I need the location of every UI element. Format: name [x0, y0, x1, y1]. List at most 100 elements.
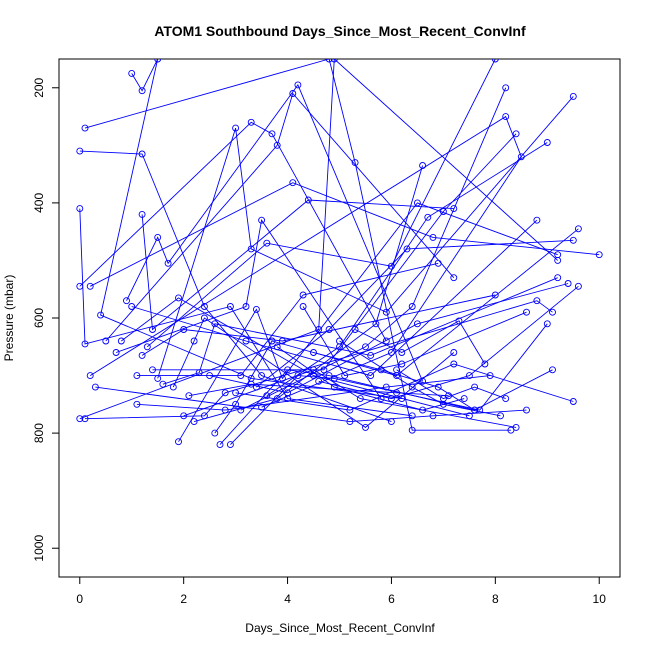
data-point — [180, 412, 188, 420]
data-point — [81, 124, 89, 132]
data-point — [419, 406, 427, 414]
series-42 — [393, 366, 510, 403]
data-point — [554, 274, 562, 282]
x-axis: 0 2 4 6 8 10 — [76, 576, 606, 606]
data-point — [226, 303, 234, 310]
y-tick-label: 800 — [32, 423, 46, 443]
y-tick-label: 600 — [32, 308, 46, 328]
data-point — [512, 130, 520, 138]
data-point — [403, 245, 411, 253]
data-point — [330, 374, 338, 382]
data-point — [237, 372, 245, 380]
data-point — [429, 412, 437, 420]
series-line — [131, 219, 538, 377]
series-line — [141, 199, 454, 331]
data-point — [242, 337, 250, 345]
data-point — [387, 262, 395, 270]
data-point — [221, 389, 229, 397]
data-point — [564, 280, 572, 287]
x-tick-label: 4 — [284, 592, 291, 606]
data-point — [320, 366, 328, 374]
series-line — [178, 202, 558, 442]
data-point — [128, 69, 136, 77]
data-point — [346, 406, 354, 414]
data-point — [393, 366, 401, 374]
data-point — [268, 130, 276, 138]
data-point — [497, 412, 504, 420]
data-point — [595, 251, 603, 259]
series-line — [84, 59, 511, 431]
data-point — [549, 308, 556, 316]
y-tick-label: 400 — [32, 193, 46, 213]
data-point — [175, 294, 182, 302]
data-point — [138, 210, 146, 218]
data-point — [512, 423, 520, 431]
data-point — [533, 216, 541, 224]
data-point — [554, 251, 562, 259]
data-point — [481, 360, 489, 368]
data-point — [154, 374, 162, 382]
data-point — [190, 418, 198, 426]
data-point — [351, 159, 359, 167]
series-line — [126, 83, 424, 382]
data-point — [439, 395, 447, 403]
x-tick-label: 2 — [180, 592, 187, 606]
data-point — [164, 259, 172, 267]
data-point — [362, 343, 369, 351]
data-point — [471, 383, 479, 391]
data-point — [138, 87, 146, 95]
data-point — [393, 389, 401, 397]
data-point — [325, 326, 333, 333]
chart-title: ATOM1 Southbound Days_Since_Most_Recent_… — [154, 23, 526, 39]
data-point — [486, 372, 494, 380]
data-point — [330, 59, 338, 63]
data-point — [377, 366, 385, 374]
data-point — [138, 150, 146, 158]
data-point — [346, 418, 354, 426]
data-point — [429, 233, 437, 241]
data-point — [81, 340, 89, 348]
series-40 — [310, 349, 479, 414]
series-29 — [86, 179, 603, 290]
data-point — [133, 400, 141, 408]
data-point — [149, 326, 156, 333]
data-point — [185, 392, 193, 400]
data-point — [247, 118, 255, 126]
data-point — [232, 124, 240, 132]
data-point — [102, 337, 110, 345]
y-axis: 200 400 600 800 1000 — [32, 77, 60, 562]
series-23 — [190, 162, 427, 426]
data-point — [367, 351, 375, 359]
data-point — [351, 326, 359, 333]
data-point — [76, 147, 84, 155]
series-8 — [81, 297, 556, 423]
data-point — [523, 308, 530, 316]
data-point — [76, 282, 84, 290]
data-point — [289, 90, 297, 97]
data-point — [76, 415, 84, 423]
data-point — [200, 314, 208, 322]
x-tick-label: 6 — [388, 592, 395, 606]
y-tick-label: 200 — [32, 77, 46, 97]
data-point — [143, 343, 151, 351]
data-point — [299, 291, 307, 299]
data-point — [133, 372, 141, 380]
data-point — [491, 291, 499, 299]
data-point — [299, 303, 307, 310]
data-point — [574, 225, 582, 233]
series-41 — [273, 343, 468, 414]
series-4 — [76, 118, 390, 345]
data-point — [367, 372, 375, 380]
data-point — [330, 383, 338, 391]
data-point — [408, 426, 416, 434]
data-point — [450, 349, 458, 356]
data-point — [117, 337, 125, 345]
series-39 — [351, 317, 489, 368]
data-point — [76, 205, 84, 213]
data-point — [450, 205, 458, 213]
data-point — [419, 162, 427, 169]
series-line — [193, 165, 424, 423]
data-point — [206, 372, 214, 380]
data-point — [190, 337, 198, 345]
